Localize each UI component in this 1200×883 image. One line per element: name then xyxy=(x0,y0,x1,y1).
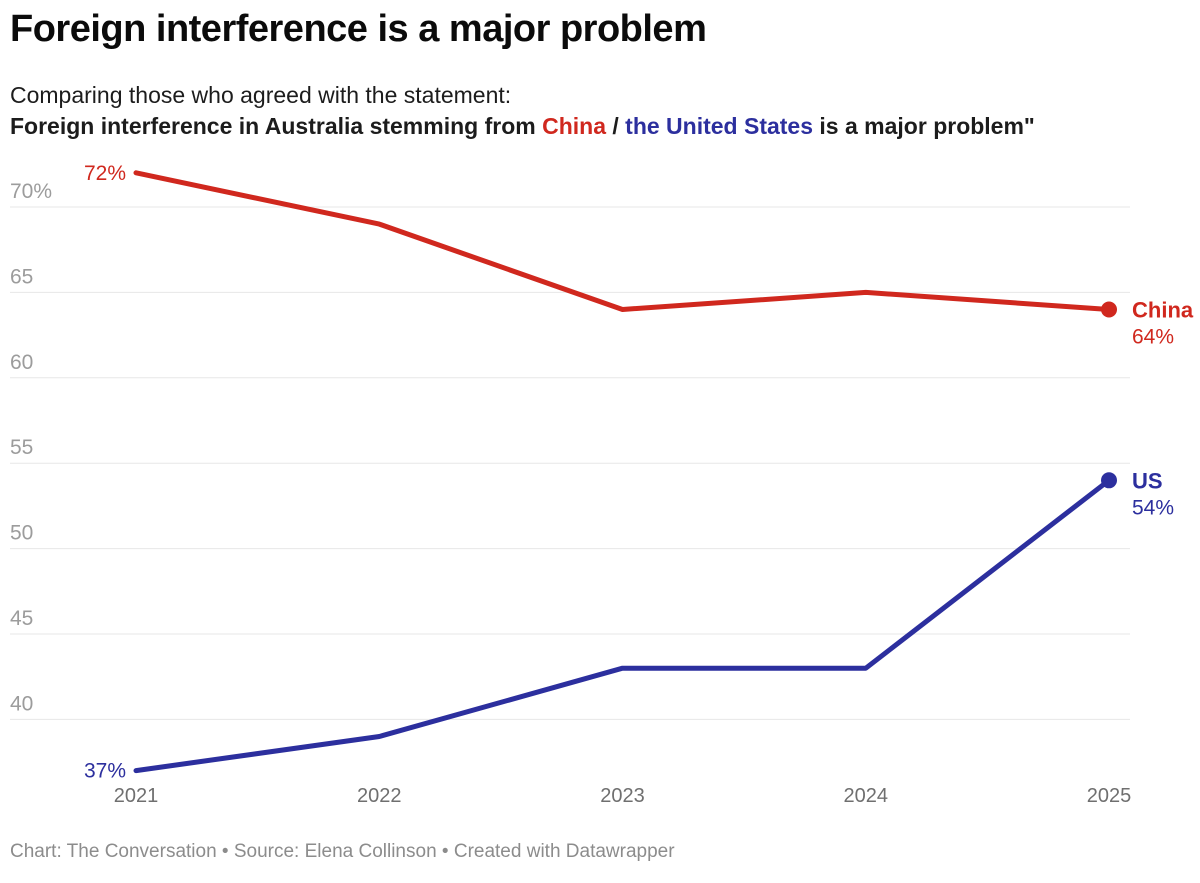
description-suffix: is a major problem" xyxy=(813,113,1035,139)
description-us-word: the United States xyxy=(625,113,814,139)
x-tick-label: 2025 xyxy=(1087,785,1132,807)
y-tick-label: 40 xyxy=(10,692,33,715)
x-tick-label: 2021 xyxy=(114,785,159,807)
x-tick-label: 2022 xyxy=(357,785,402,807)
chart-title: Foreign interference is a major problem xyxy=(10,8,707,50)
x-tick-label: 2023 xyxy=(600,785,645,807)
china-line xyxy=(133,170,1112,312)
chart-description-line1: Comparing those who agreed with the stat… xyxy=(10,82,512,108)
china-series-label: China xyxy=(1132,298,1194,323)
china-end-value-label: 64% xyxy=(1132,326,1174,349)
us-end-dot xyxy=(1101,472,1117,489)
description-china-word: China xyxy=(542,113,606,139)
china-start-value-label: 72% xyxy=(84,162,126,185)
china-end-dot xyxy=(1101,301,1117,318)
us-line xyxy=(133,477,1112,774)
x-tick-label: 2024 xyxy=(844,785,889,807)
description-prefix: Foreign interference in Australia stemmi… xyxy=(10,113,543,139)
y-tick-label: 45 xyxy=(10,607,33,630)
y-tick-label: 65 xyxy=(10,265,33,288)
chart-credit: Chart: The Conversation • Source: Elena … xyxy=(10,841,675,862)
chart-description-line2: Foreign interference in Australia stemmi… xyxy=(10,113,1035,140)
y-tick-label: 55 xyxy=(10,436,33,459)
y-tick-label: 50 xyxy=(10,522,33,545)
us-end-value-label: 54% xyxy=(1132,496,1174,519)
us-start-value-label: 37% xyxy=(84,760,126,783)
us-series-label: US xyxy=(1132,468,1163,493)
description-separator: / xyxy=(605,113,626,139)
y-tick-label: 60 xyxy=(10,351,33,374)
y-tick-label: 70% xyxy=(10,180,52,203)
